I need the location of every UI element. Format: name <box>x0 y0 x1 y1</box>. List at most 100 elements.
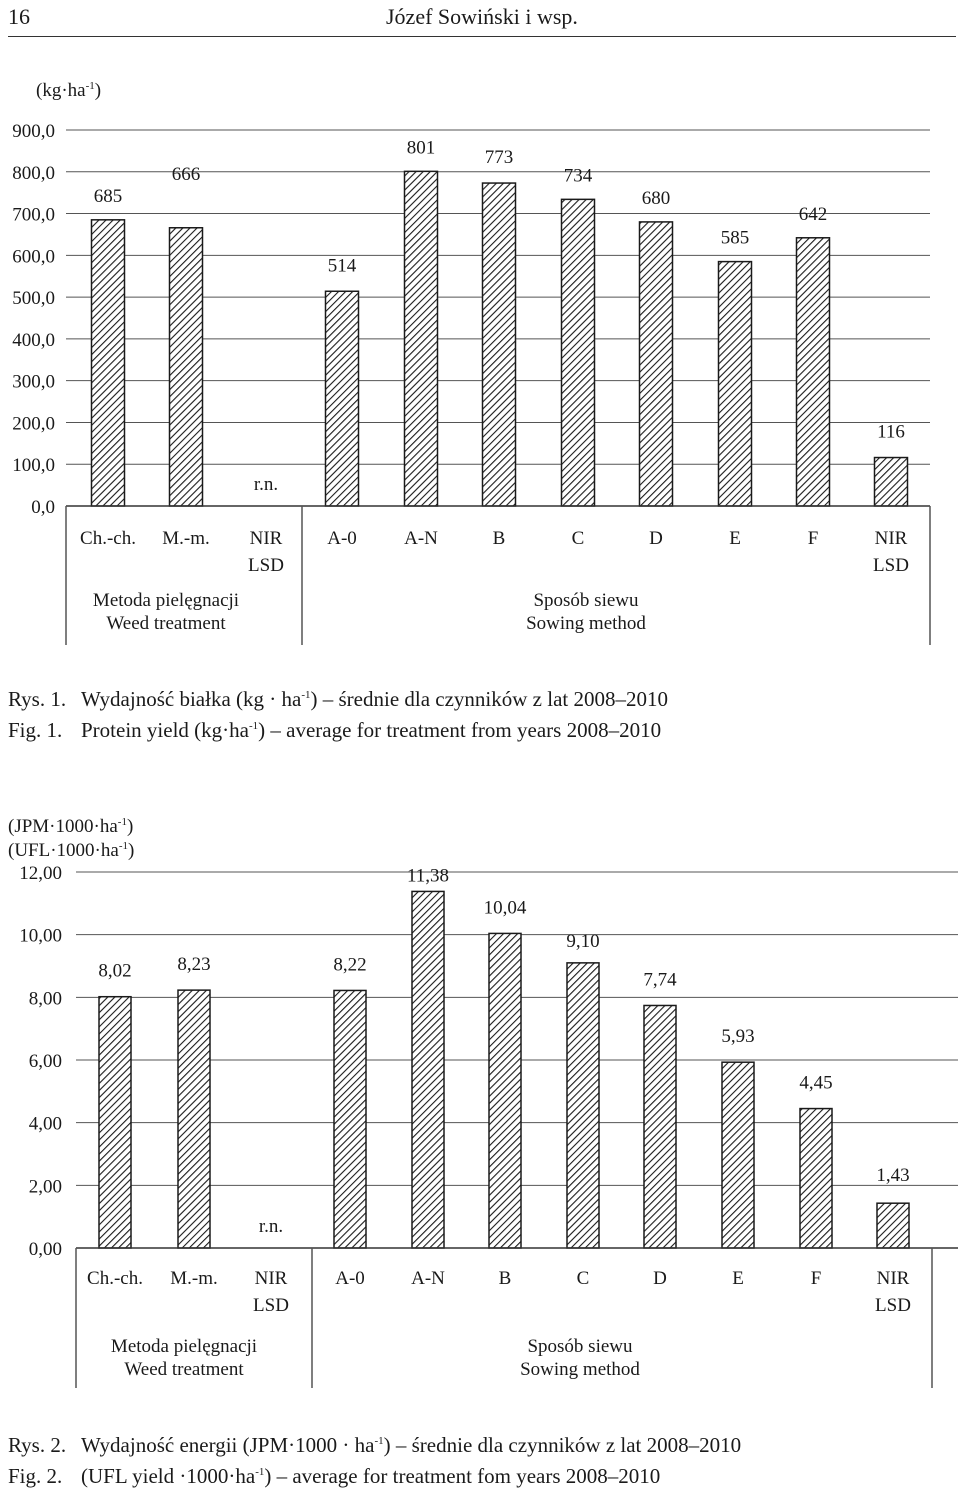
bar-value-label: 9,10 <box>566 931 599 952</box>
not-significant-label: r.n. <box>254 474 278 495</box>
bar <box>411 890 445 1249</box>
category-label: NIR <box>877 1268 910 1289</box>
category-label: D <box>653 1268 667 1289</box>
bar <box>333 989 367 1249</box>
y-tick-label: 10,00 <box>19 926 62 947</box>
y-tick-label: 200,0 <box>12 413 55 434</box>
y-tick-label: 2,00 <box>29 1176 62 1197</box>
bar <box>481 182 517 507</box>
figure-2-caption-en: Fig. 2. (UFL yield ·1000·ha-1) – average … <box>8 1464 661 1488</box>
y-unit-label: (UFL·1000·ha-1) <box>8 840 134 861</box>
protein-yield-chart: 0,0 100,0 200,0 300,0 400,0 500,0 600,0 700,0 80… <box>12 80 931 645</box>
category-label: M.-m. <box>162 528 210 549</box>
category-label: B <box>499 1268 512 1289</box>
bar <box>98 995 132 1249</box>
group-label-pl: Sposób siewu <box>533 590 639 611</box>
y-tick-label: 0,0 <box>31 497 55 518</box>
category-label: A-0 <box>335 1268 365 1289</box>
not-significant-label: r.n. <box>259 1216 283 1237</box>
running-title: Józef Sowiński i wsp. <box>386 4 578 29</box>
y-unit-label: (kg·ha-1) <box>36 80 101 101</box>
category-label: Ch.-ch. <box>87 1268 143 1289</box>
group-label-pl: Metoda pielęgnacji <box>93 590 239 611</box>
bar <box>799 1107 833 1249</box>
group-label-en: Sowing method <box>526 613 646 634</box>
bar <box>324 290 360 507</box>
category-label: F <box>811 1268 822 1289</box>
bar <box>560 198 596 507</box>
bar <box>721 1061 755 1249</box>
bar-value-label: 685 <box>94 186 123 207</box>
y-tick-label: 300,0 <box>12 372 55 393</box>
category-label: C <box>577 1268 590 1289</box>
bar <box>177 989 211 1249</box>
figure-1-caption: Rys. 1. Wydajność białka (kg · ha-1) – śr… <box>8 684 668 746</box>
figure-2-caption: Rys. 2. Wydajność energii (JPM·1000 · ha-… <box>8 1430 741 1492</box>
bar <box>403 170 439 507</box>
category-label: NIR <box>255 1268 288 1289</box>
bar-value-label: 116 <box>877 422 905 443</box>
bar <box>876 1202 910 1249</box>
bar <box>717 260 753 507</box>
category-label: LSD <box>875 1295 911 1316</box>
bar-value-label: 585 <box>721 228 750 249</box>
group-label-pl: Sposób siewu <box>527 1336 633 1357</box>
category-label: NIR <box>875 528 908 549</box>
y-tick-label: 400,0 <box>12 330 55 351</box>
bar-value-label: 1,43 <box>876 1165 909 1186</box>
bar-value-label: 8,02 <box>98 961 131 982</box>
category-label: A-N <box>411 1268 445 1289</box>
group-label-en: Weed treatment <box>106 613 226 634</box>
figure-1-caption-pl: Rys. 1. Wydajność białka (kg · ha-1) – śr… <box>8 687 668 711</box>
bar-value-label: 4,45 <box>799 1073 832 1094</box>
y-tick-label: 500,0 <box>12 288 55 309</box>
y-tick-label: 4,00 <box>29 1114 62 1135</box>
bar <box>566 962 600 1249</box>
category-label: LSD <box>248 555 284 576</box>
y-tick-label: 8,00 <box>29 988 62 1009</box>
y-tick-label: 0,00 <box>29 1239 62 1260</box>
category-label: D <box>649 528 663 549</box>
bar <box>795 237 831 507</box>
bar-value-label: 11,38 <box>407 865 449 886</box>
category-label: Ch.-ch. <box>80 528 136 549</box>
y-tick-label: 800,0 <box>12 163 55 184</box>
category-label: LSD <box>873 555 909 576</box>
bar-value-label: 666 <box>172 164 201 185</box>
page-number: 16 <box>8 4 30 29</box>
y-unit-label: (JPM·1000·ha-1) <box>8 816 133 837</box>
bar <box>90 219 126 507</box>
figure-2-caption-pl: Rys. 2. Wydajność energii (JPM·1000 · ha-… <box>8 1433 742 1457</box>
category-label: E <box>732 1268 744 1289</box>
y-tick-label: 12,00 <box>19 863 62 884</box>
y-tick-label: 600,0 <box>12 246 55 267</box>
bar-value-label: 514 <box>328 255 357 276</box>
y-tick-label: 700,0 <box>12 205 55 226</box>
bar <box>488 932 522 1249</box>
y-tick-label: 6,00 <box>29 1051 62 1072</box>
category-label: A-0 <box>327 528 357 549</box>
y-tick-label: 100,0 <box>12 455 55 476</box>
energy-yield-chart: 0,00 2,00 4,00 6,00 8,00 10,00 12,00 (JPM·1000·… <box>8 816 958 1388</box>
bar-value-label: 10,04 <box>484 897 527 918</box>
bar <box>873 456 909 507</box>
bar-value-label: 680 <box>642 188 671 209</box>
bar-value-label: 7,74 <box>643 969 677 990</box>
bar-value-label: 8,23 <box>177 954 210 975</box>
category-label: A-N <box>404 528 438 549</box>
bar-value-label: 734 <box>564 165 593 186</box>
category-label: E <box>729 528 741 549</box>
bar-value-label: 8,22 <box>333 954 366 975</box>
group-label-pl: Metoda pielęgnacji <box>111 1336 257 1357</box>
group-label-en: Weed treatment <box>124 1359 244 1380</box>
running-head: 16 Józef Sowiński i wsp. <box>8 0 956 37</box>
category-label: NIR <box>250 528 283 549</box>
bar-value-label: 801 <box>407 137 436 158</box>
figure-1-caption-en: Fig. 1. Protein yield (kg·ha-1) – average… <box>8 718 662 742</box>
category-label: C <box>572 528 585 549</box>
bar <box>638 221 674 507</box>
bar-value-label: 5,93 <box>721 1026 754 1047</box>
bar <box>168 227 204 507</box>
category-label: F <box>808 528 819 549</box>
bar-value-label: 642 <box>799 204 828 225</box>
